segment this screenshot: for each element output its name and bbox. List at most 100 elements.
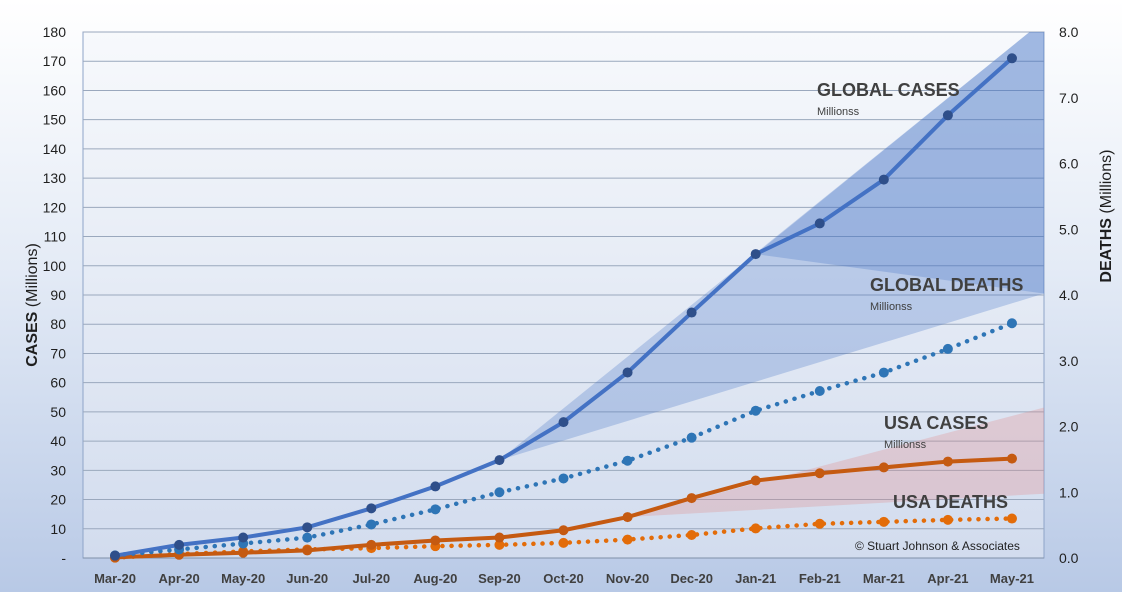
x-axis-tick-label: Aug-20: [413, 571, 457, 586]
series-line: [112, 516, 1015, 560]
left-axis-title-bold: CASES: [24, 311, 41, 366]
left-axis-tick-label: 120: [43, 199, 67, 215]
data-point: [494, 532, 505, 543]
x-axis-tick-label: Oct-20: [543, 571, 583, 586]
data-point: [942, 110, 953, 121]
data-point: [878, 462, 889, 473]
right-axis-tick-label: 8.0: [1059, 24, 1079, 40]
data-point: [1006, 453, 1017, 464]
left-axis-title: CASES (Millions): [24, 243, 41, 367]
series-label: GLOBAL DEATHS: [870, 275, 1023, 295]
series-label: GLOBAL CASES: [817, 80, 960, 100]
x-axis-tick-label: Feb-21: [799, 571, 841, 586]
series-label: USA DEATHS: [893, 492, 1008, 512]
x-axis-tick-label: Dec-20: [670, 571, 713, 586]
series-label: USA CASES: [884, 413, 988, 433]
data-point: [942, 343, 953, 354]
data-point: [686, 529, 697, 540]
left-axis-tick-label: 90: [50, 287, 66, 303]
series-subtitle: Millionss: [884, 439, 927, 451]
right-axis-title-bold: DEATHS: [1098, 218, 1115, 283]
left-axis-tick-label: 100: [43, 258, 67, 274]
left-axis-tick-label: 20: [50, 492, 66, 508]
data-point: [494, 455, 505, 466]
data-point: [238, 547, 249, 558]
data-point: [814, 218, 825, 229]
left-axis-tick-label: 130: [43, 170, 67, 186]
left-axis-tick-label: 70: [50, 345, 66, 361]
data-point: [238, 532, 249, 543]
left-axis-tick-label: 40: [50, 433, 66, 449]
right-axis-title: DEATHS (Millions): [1098, 150, 1115, 283]
data-point: [622, 455, 633, 466]
right-axis-tick-label: 0.0: [1059, 550, 1079, 566]
data-point: [622, 534, 633, 545]
left-axis-ticks: - 10 20 30 40 50 60 70 80 90 100 110 120 130 140 150 160…: [43, 24, 67, 566]
left-axis-tick-label: 50: [50, 404, 66, 420]
data-point: [430, 504, 441, 515]
right-axis-title-unit: (Millions): [1098, 150, 1115, 218]
x-axis-tick-label: Jan-21: [735, 571, 776, 586]
data-point: [558, 525, 569, 536]
data-point: [750, 475, 761, 486]
data-point: [430, 535, 441, 546]
data-point: [622, 512, 633, 523]
data-point: [814, 518, 825, 529]
projection-band: [627, 407, 1044, 518]
data-point: [366, 519, 377, 530]
data-point: [878, 174, 889, 185]
left-axis-tick-label: 180: [43, 24, 67, 40]
x-axis-tick-label: Nov-20: [606, 571, 649, 586]
data-point: [814, 385, 825, 396]
left-axis-tick-label: 10: [50, 521, 66, 537]
x-axis-tick-label: May-21: [990, 571, 1034, 586]
x-axis-ticks: Mar-20 Apr-20 May-20 Jun-20 Jul-20 Aug-20 Sep-…: [94, 571, 1034, 586]
data-point: [494, 539, 505, 550]
data-point: [558, 537, 569, 548]
x-axis-tick-label: May-20: [221, 571, 265, 586]
data-point: [750, 249, 761, 260]
series-global-cases: [110, 53, 1017, 561]
data-point: [494, 487, 505, 498]
data-point: [302, 532, 313, 543]
x-axis-tick-label: Sep-20: [478, 571, 521, 586]
data-point: [1006, 53, 1017, 64]
x-axis-tick-label: Jun-20: [286, 571, 328, 586]
data-point: [750, 523, 761, 534]
right-axis-tick-label: 1.0: [1059, 484, 1079, 500]
data-point: [110, 550, 121, 561]
data-point: [174, 539, 185, 550]
data-point: [878, 516, 889, 527]
left-axis-tick-label: 60: [50, 375, 66, 391]
x-axis-tick-label: Jul-20: [353, 571, 391, 586]
data-point: [622, 367, 633, 378]
data-point: [686, 432, 697, 443]
x-axis-tick-label: Mar-20: [94, 571, 136, 586]
right-axis-tick-label: 6.0: [1059, 156, 1079, 172]
left-axis-tick-label: 30: [50, 462, 66, 478]
series-global-deaths: [110, 318, 1017, 561]
right-axis-ticks: 0.0 1.0 2.0 3.0 4.0 5.0 6.0 7.0 8.0: [1059, 24, 1079, 566]
data-point: [750, 405, 761, 416]
left-axis-tick-label: -: [61, 550, 66, 566]
series-subtitle: Millionss: [870, 301, 913, 313]
data-point: [558, 417, 569, 428]
left-axis-tick-label: 140: [43, 141, 67, 157]
left-axis-tick-label: 80: [50, 316, 66, 332]
data-point: [814, 468, 825, 479]
data-point: [302, 522, 313, 533]
left-axis-title-unit: (Millions): [24, 243, 41, 311]
data-point: [686, 493, 697, 504]
right-axis-tick-label: 3.0: [1059, 353, 1079, 369]
data-point: [1006, 318, 1017, 329]
copyright-credit: © Stuart Johnson & Associates: [855, 539, 1020, 553]
right-axis-tick-label: 5.0: [1059, 221, 1079, 237]
data-point: [686, 307, 697, 318]
series-subtitle: Millionss: [817, 106, 860, 118]
data-point: [942, 456, 953, 467]
data-point: [366, 539, 377, 550]
right-axis-tick-label: 4.0: [1059, 287, 1079, 303]
right-axis-tick-label: 7.0: [1059, 90, 1079, 106]
